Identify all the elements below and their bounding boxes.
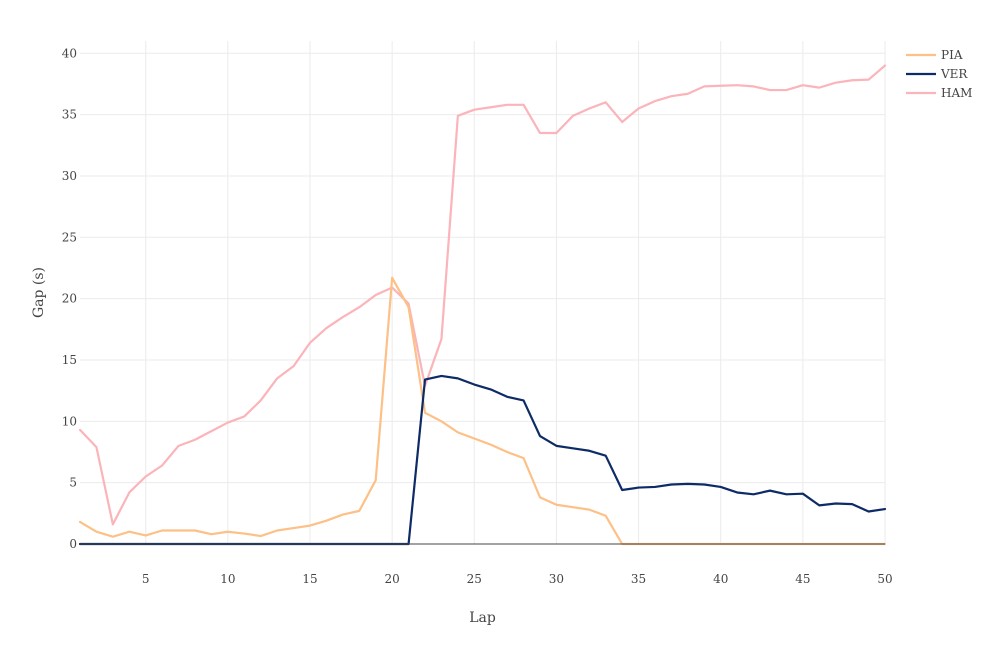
x-tick-label: 10 [220, 572, 235, 586]
legend-item-ham[interactable]: HAM [906, 86, 972, 100]
y-tick-label: 5 [69, 476, 77, 490]
series-lines [78, 64, 887, 546]
legend: PIA VER HAM [906, 48, 972, 100]
x-tick-label: 50 [877, 572, 892, 586]
x-tick-label: 40 [713, 572, 728, 586]
series-line-pia [78, 276, 887, 546]
y-tick-label: 15 [62, 353, 77, 367]
x-tick-label: 20 [385, 572, 400, 586]
legend-item-ver[interactable]: VER [906, 67, 968, 81]
series-line-ver [78, 374, 887, 546]
x-axis-title: Lap [469, 610, 496, 626]
y-tick-label: 10 [62, 414, 77, 428]
legend-label: PIA [941, 48, 963, 62]
grid [80, 41, 886, 544]
legend-label: VER [940, 67, 968, 81]
x-tick-label: 45 [795, 572, 810, 586]
y-tick-label: 35 [62, 108, 77, 122]
y-tick-label: 30 [62, 169, 77, 183]
y-tick-label: 0 [69, 537, 77, 551]
y-tick-label: 40 [62, 46, 77, 60]
series-line-ham [78, 64, 887, 526]
y-tick-label: 20 [62, 292, 77, 306]
x-tick-label: 5 [142, 572, 150, 586]
x-tick-label: 35 [631, 572, 646, 586]
x-tick-label: 15 [302, 572, 317, 586]
tick-labels: 5 10 15 20 25 30 35 40 45 50 0 5 10 15 20 25 30 35 40 [62, 46, 893, 586]
y-axis-title: Gap (s) [31, 267, 47, 318]
y-tick-label: 25 [62, 230, 77, 244]
legend-label: HAM [941, 86, 972, 100]
x-tick-label: 25 [467, 572, 482, 586]
x-tick-label: 30 [549, 572, 564, 586]
legend-item-pia[interactable]: PIA [906, 48, 963, 62]
